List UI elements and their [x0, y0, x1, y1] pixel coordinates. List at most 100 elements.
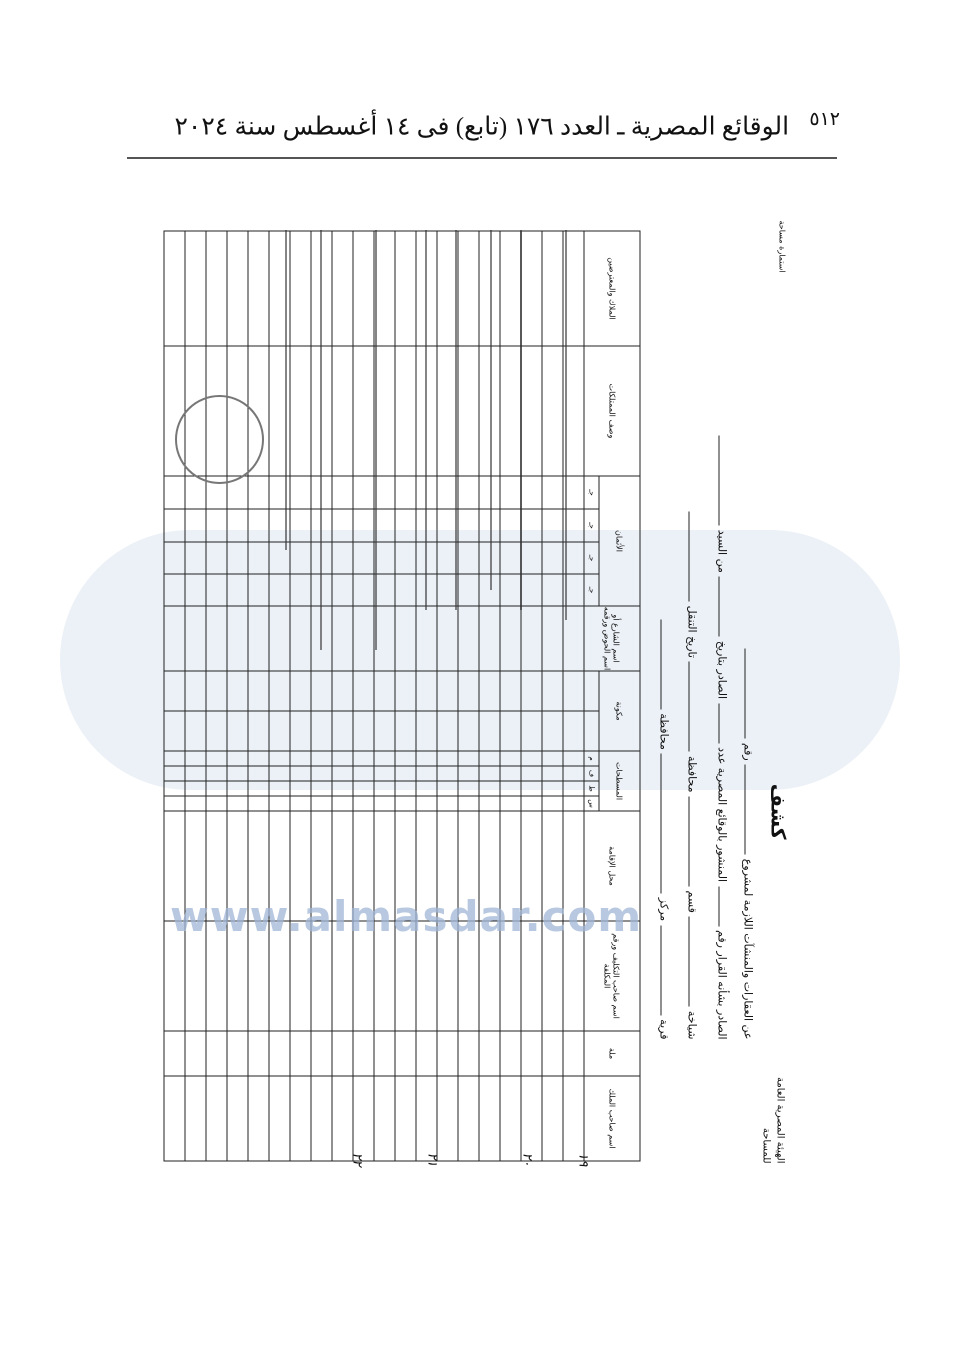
table-cell	[458, 541, 479, 574]
table-cell	[185, 230, 206, 346]
table-cell	[542, 1076, 563, 1161]
table-cell	[164, 1031, 185, 1076]
table-cell	[521, 796, 542, 811]
table-cell	[542, 605, 563, 671]
table-cell	[164, 573, 185, 606]
table-cell	[269, 711, 290, 751]
table-cell	[479, 766, 500, 781]
handwriting-stroke	[455, 230, 457, 610]
table-cell	[290, 766, 311, 781]
table-cell	[227, 1031, 248, 1076]
label: الصادر بشأنه القرار رقم	[715, 930, 729, 1040]
table-cell	[416, 711, 437, 751]
sub-header: ط	[584, 781, 599, 796]
table-cell	[458, 605, 479, 671]
table-cell	[185, 573, 206, 606]
table-cell	[395, 751, 416, 766]
label: عن العقارات والمنشآت اللازمة لمشروع	[741, 858, 755, 1040]
table-cell	[479, 751, 500, 766]
table-row	[542, 230, 563, 1161]
table-cell	[269, 573, 290, 606]
table-cell	[332, 766, 353, 781]
table-cell	[227, 766, 248, 781]
table-cell	[374, 475, 395, 509]
table-cell	[542, 508, 563, 542]
table-cell	[290, 796, 311, 811]
table-cell	[521, 573, 542, 606]
table-row	[353, 230, 374, 1161]
label: من السيد	[715, 529, 729, 573]
table-row	[185, 230, 206, 1161]
table-cell	[521, 345, 542, 476]
table-cell	[332, 1031, 353, 1076]
table-row	[227, 230, 248, 1161]
form-line-1: عن العقارات والمنشآت اللازمة لمشروع رقم	[742, 645, 755, 1040]
table-cell	[542, 670, 563, 711]
sub-header: جـ	[584, 541, 599, 574]
table-cell	[500, 475, 521, 509]
table-cell	[500, 1031, 521, 1076]
table-cell	[437, 796, 458, 811]
table-cell	[458, 766, 479, 781]
table-cell	[185, 541, 206, 574]
table-cell	[290, 1031, 311, 1076]
table-cell	[521, 1031, 542, 1076]
table-cell	[290, 230, 311, 346]
table-cell	[353, 796, 374, 811]
table-cell	[227, 796, 248, 811]
table-row	[332, 230, 353, 1161]
table-cell	[563, 711, 584, 751]
table-cell	[374, 1076, 395, 1161]
table-cell	[374, 711, 395, 751]
table-cell	[227, 1076, 248, 1161]
label: قرية	[657, 1019, 671, 1040]
table-cell	[185, 1031, 206, 1076]
table-cell	[185, 766, 206, 781]
table-cell	[206, 670, 227, 711]
table-cell	[164, 711, 185, 751]
table-cell	[500, 230, 521, 346]
table-cell	[185, 508, 206, 542]
scanned-form: الهيئة المصرية العامة للمساحة كشف استمار…	[161, 215, 791, 1170]
col-owner: اسم صاحب الملك	[584, 1076, 640, 1161]
table-row	[500, 230, 521, 1161]
table-cell	[290, 475, 311, 509]
table-cell	[416, 605, 437, 671]
table-cell	[206, 781, 227, 796]
table-cell	[164, 230, 185, 346]
table-cell	[227, 781, 248, 796]
table-cell	[353, 345, 374, 476]
table-cell	[542, 781, 563, 796]
table-cell	[290, 781, 311, 796]
table-cell	[458, 573, 479, 606]
table-cell	[542, 766, 563, 781]
sub-header	[584, 670, 599, 711]
table-cell	[164, 766, 185, 781]
table-cell	[521, 766, 542, 781]
table-cell	[206, 605, 227, 671]
table-cell	[374, 541, 395, 574]
table-cell	[563, 796, 584, 811]
table-cell	[269, 1031, 290, 1076]
table-cell	[185, 796, 206, 811]
table-cell	[395, 508, 416, 542]
table-cell	[269, 605, 290, 671]
table-cell	[437, 751, 458, 766]
table-cell	[374, 796, 395, 811]
table-cell	[269, 781, 290, 796]
table-cell	[353, 508, 374, 542]
table-cell	[206, 573, 227, 606]
sub-header: جـ	[584, 475, 599, 509]
table-cell	[311, 670, 332, 711]
table-cell	[248, 1031, 269, 1076]
table-cell	[521, 475, 542, 509]
table-cell	[479, 670, 500, 711]
table-cell	[479, 1031, 500, 1076]
label: شياخة	[685, 1010, 699, 1040]
row-number: ٢١	[424, 1152, 440, 1167]
table-cell	[248, 1076, 269, 1161]
table-cell	[437, 1031, 458, 1076]
table-cell	[290, 751, 311, 766]
table-cell	[395, 345, 416, 476]
table-cell	[374, 573, 395, 606]
